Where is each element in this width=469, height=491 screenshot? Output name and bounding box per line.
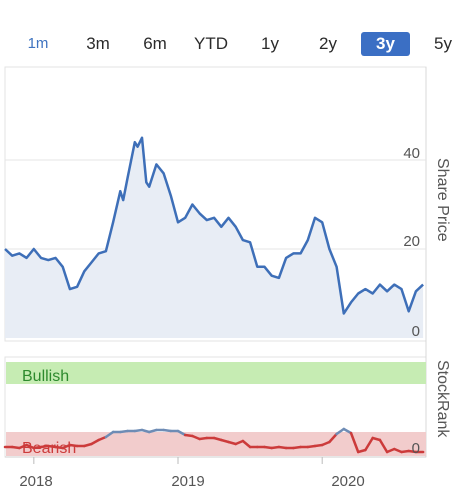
tab-3m[interactable]: 3m <box>86 34 110 53</box>
price-area-fill <box>5 137 424 338</box>
stockrank-segment <box>364 436 374 452</box>
stockrank-segment <box>25 443 36 450</box>
tab-2y[interactable]: 2y <box>319 34 337 53</box>
stockrank-segment <box>61 443 72 450</box>
stockrank-segment <box>191 434 201 441</box>
stockrank-segment <box>97 435 108 442</box>
price-line <box>4 136 424 315</box>
tab-1y[interactable]: 1y <box>261 34 279 53</box>
stockrank-segment <box>90 438 100 446</box>
x-tick-label-2019: 2019 <box>171 473 204 490</box>
tab-5y[interactable]: 5y <box>434 34 452 53</box>
tab-3y[interactable]: 3y <box>361 32 410 56</box>
price-axis-title: Share Price <box>434 158 451 242</box>
stockrank-segment <box>241 439 252 449</box>
stockrank-segment <box>176 429 187 437</box>
stockrank-segment <box>393 447 403 454</box>
tab-ytd[interactable]: YTD <box>194 34 228 53</box>
x-axis <box>5 456 426 464</box>
x-tick-label-2020: 2020 <box>331 473 364 490</box>
stockrank-axis-title: StockRank <box>434 360 451 438</box>
stockrank-segment <box>328 432 338 444</box>
bullish-band <box>6 362 426 384</box>
price-tick-label-0: 0 <box>412 323 420 340</box>
stockrank-series <box>3 427 425 454</box>
tab-6m[interactable]: 6m <box>143 34 167 53</box>
stockrank-segment <box>234 439 245 446</box>
time-range-tabs: 1m 3m 6m YTD 1y 2y 3y 5y <box>0 28 469 60</box>
stockrank-segment <box>335 427 346 436</box>
bearish-band-label: Bearish <box>22 440 76 457</box>
stockrank-tick-label-0: 0 <box>412 440 420 457</box>
x-tick-label-2018: 2018 <box>19 473 52 490</box>
price-series <box>4 136 424 338</box>
price-tick-label-40: 40 <box>403 145 420 162</box>
stockrank-segment <box>349 431 360 454</box>
stockrank-segment <box>342 427 353 435</box>
bullish-band-label: Bullish <box>22 368 69 385</box>
stockrank-segment <box>104 430 115 439</box>
price-tick-label-20: 20 <box>403 233 420 250</box>
stockrank-segment <box>320 440 331 447</box>
stockrank-segment <box>385 447 396 454</box>
tab-1m[interactable]: 1m <box>27 35 49 52</box>
stockrank-segment <box>18 443 28 450</box>
stockrank-segment <box>378 438 389 454</box>
